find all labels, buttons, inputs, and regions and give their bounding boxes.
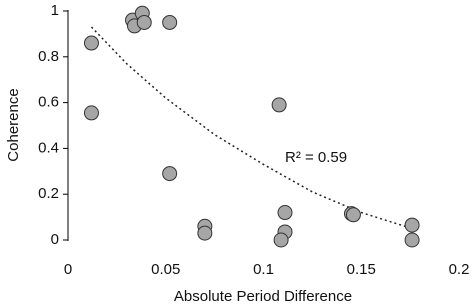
y-tick-label: 0.2 (38, 185, 59, 202)
point (136, 14, 152, 30)
y-tick-label: 0 (51, 231, 59, 248)
x-tick-label: 0.2 (449, 261, 470, 278)
point (404, 232, 420, 248)
point (83, 35, 99, 51)
y-tick-label: 1 (51, 2, 59, 19)
x-tick-label: 0 (64, 261, 72, 278)
x-tick-label: 0.05 (151, 261, 180, 278)
point (197, 225, 213, 241)
point (83, 105, 99, 121)
point (271, 97, 287, 113)
y-axis-title: Coherence (5, 88, 22, 161)
point (404, 217, 420, 233)
point (277, 205, 293, 221)
point (162, 14, 178, 30)
trendline (90, 26, 413, 230)
x-axis-title: Absolute Period Difference (174, 288, 352, 305)
y-tick-label: 0.6 (38, 94, 59, 111)
point (162, 166, 178, 182)
x-tick-label: 0.1 (253, 261, 274, 278)
point (345, 207, 361, 223)
annotation: R² = 0.59 (285, 149, 347, 166)
x-tick-label: 0.15 (347, 261, 376, 278)
point (273, 232, 289, 248)
y-tick-label: 0.4 (38, 139, 59, 156)
y-tick-label: 0.8 (38, 48, 59, 65)
